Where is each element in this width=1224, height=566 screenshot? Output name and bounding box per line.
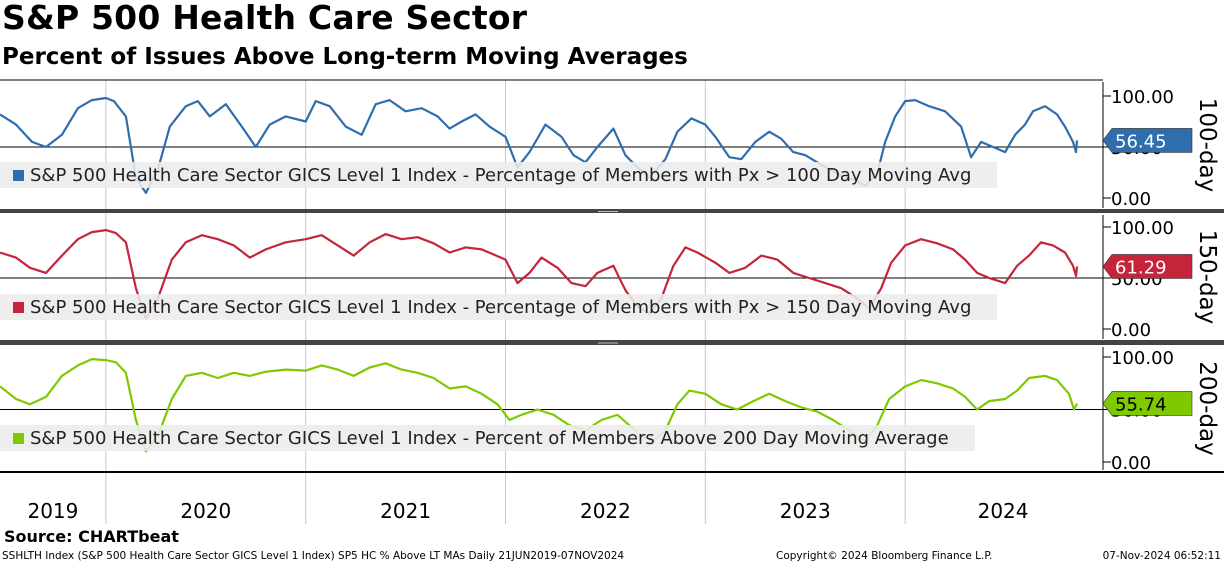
- last-value-marker-150-day: 61.29: [1102, 254, 1193, 279]
- legend-swatch: [13, 302, 24, 313]
- footer-timestamp: 07-Nov-2024 06:52:11: [1102, 550, 1221, 562]
- x-tick-label: 2022: [580, 499, 631, 523]
- y-axis-title: 150-day: [1194, 230, 1220, 325]
- y-tick-label: 0.00: [1111, 320, 1151, 341]
- x-tick-label: 2019: [27, 499, 78, 523]
- footer-copyright: Copyright© 2024 Bloomberg Finance L.P.: [776, 550, 993, 562]
- legend-text: S&P 500 Health Care Sector GICS Level 1 …: [30, 297, 971, 318]
- x-tick-label: 2020: [180, 499, 231, 523]
- last-value-marker-100-day: 56.45: [1102, 128, 1193, 153]
- legend-200-day: S&P 500 Health Care Sector GICS Level 1 …: [0, 425, 975, 451]
- series-line-100-day: [0, 96, 1079, 194]
- y-axis-title: 100-day: [1194, 98, 1220, 193]
- last-value-box: [1102, 391, 1193, 416]
- y-tick-label: 0.00: [1111, 453, 1151, 474]
- last-value-label: 55.74: [1115, 394, 1167, 415]
- legend-text: S&P 500 Health Care Sector GICS Level 1 …: [30, 428, 949, 449]
- footer-ticker-info: SSHLTH Index (S&P 500 Health Care Sector…: [2, 550, 625, 562]
- legend-box: [0, 294, 997, 320]
- y-tick-label: 100.00: [1111, 87, 1174, 108]
- source-note: Source: CHARTbeat: [4, 527, 179, 546]
- y-tick-label: 100.00: [1111, 348, 1174, 369]
- legend-100-day: S&P 500 Health Care Sector GICS Level 1 …: [0, 162, 997, 188]
- x-tick-label: 2023: [780, 499, 831, 523]
- legend-swatch: [13, 170, 24, 181]
- series-line-200-day: [0, 358, 1078, 453]
- legend-swatch: [13, 433, 24, 444]
- last-value-marker-200-day: 55.74: [1102, 391, 1193, 416]
- last-value-box: [1102, 128, 1193, 153]
- last-value-label: 56.45: [1115, 131, 1167, 152]
- legend-150-day: S&P 500 Health Care Sector GICS Level 1 …: [0, 294, 997, 320]
- y-tick-label: 100.00: [1111, 218, 1174, 239]
- last-value-label: 61.29: [1115, 257, 1167, 278]
- chart-title: S&P 500 Health Care Sector: [2, 0, 528, 37]
- series-line-150-day: [0, 229, 1079, 320]
- last-value-box: [1102, 254, 1193, 279]
- y-tick-label: 0.00: [1111, 189, 1151, 210]
- x-tick-label: 2024: [978, 499, 1029, 523]
- legend-box: [0, 425, 975, 451]
- chart-subtitle: Percent of Issues Above Long-term Moving…: [2, 44, 688, 70]
- legend-box: [0, 162, 997, 188]
- x-tick-label: 2021: [380, 499, 431, 523]
- legend-text: S&P 500 Health Care Sector GICS Level 1 …: [30, 165, 971, 186]
- y-axis-title: 200-day: [1194, 361, 1220, 456]
